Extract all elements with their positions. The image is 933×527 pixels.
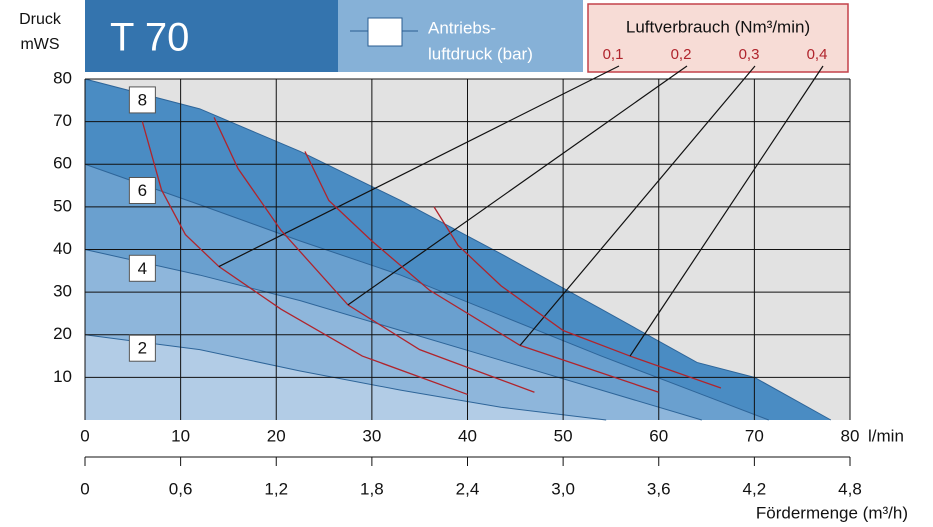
air-curve: [304, 151, 659, 393]
y-tick-label: 20: [53, 324, 72, 343]
leader-line: [519, 65, 756, 346]
y-tick-label: 50: [53, 196, 72, 215]
x-tick-label: 30: [362, 426, 381, 445]
x-label: l/min: [868, 426, 904, 445]
x2-tick-label: 2,4: [456, 479, 480, 498]
legend-icon: [367, 17, 403, 47]
air-title: Luftverbrauch (Nm³/min): [626, 17, 810, 36]
pressure-label-box: [128, 176, 156, 204]
y-label: Druck: [19, 11, 62, 28]
x2-label: Fördermenge (m³/h): [756, 503, 908, 522]
x-tick-label: 10: [171, 426, 190, 445]
x2-tick-label: 3,6: [647, 479, 671, 498]
y-tick-label: 70: [53, 111, 72, 130]
area-line: [84, 78, 832, 421]
air-label: 0,1: [603, 46, 624, 63]
y-tick-label: 10: [53, 367, 72, 386]
legend-title: Antriebs-: [428, 18, 496, 37]
air-curve: [433, 206, 722, 389]
title-box: [85, 0, 338, 72]
air-box: [587, 3, 849, 73]
pressure-label: 2: [138, 339, 147, 358]
pressure-label-box: [128, 254, 156, 282]
x-tick-label: 70: [745, 426, 764, 445]
pressure-label: 8: [138, 90, 147, 109]
x-tick-label: 20: [267, 426, 286, 445]
area-fill: [85, 334, 607, 420]
y-tick-label: 40: [53, 239, 72, 258]
area-line: [84, 249, 702, 421]
pressure-label-box: [128, 334, 156, 362]
legend-title: luftdruck (bar): [428, 44, 533, 63]
x-tick-label: 50: [554, 426, 573, 445]
x-tick-label: 60: [649, 426, 668, 445]
y-label: mWS: [20, 36, 59, 53]
area-line: [84, 163, 769, 421]
x2-tick-label: 3,0: [551, 479, 575, 498]
x2-tick-label: 4,8: [838, 479, 862, 498]
x2-tick-label: 4,2: [743, 479, 767, 498]
x2-tick-label: 1,8: [360, 479, 384, 498]
pressure-label-box: [128, 86, 156, 114]
pressure-label: 4: [138, 259, 147, 278]
chart-title: T 70: [110, 16, 189, 60]
x-tick-label: 0: [80, 426, 89, 445]
pressure-label: 6: [138, 181, 147, 200]
x2-tick-label: 1,2: [264, 479, 288, 498]
x-tick-label: 40: [458, 426, 477, 445]
leader-line: [629, 65, 824, 357]
x2-tick-label: 0,6: [169, 479, 193, 498]
air-label: 0,3: [739, 46, 760, 63]
y-tick-label: 30: [53, 282, 72, 301]
leader-line: [218, 65, 620, 268]
y-tick-label: 80: [53, 68, 72, 87]
y-tick-label: 60: [53, 154, 72, 173]
air-label: 0,4: [807, 46, 828, 63]
x2-tick-label: 0: [80, 479, 89, 498]
air-label: 0,2: [671, 46, 692, 63]
x-tick-label: 80: [841, 426, 860, 445]
leader-line: [347, 65, 688, 306]
air-curve: [213, 117, 535, 393]
